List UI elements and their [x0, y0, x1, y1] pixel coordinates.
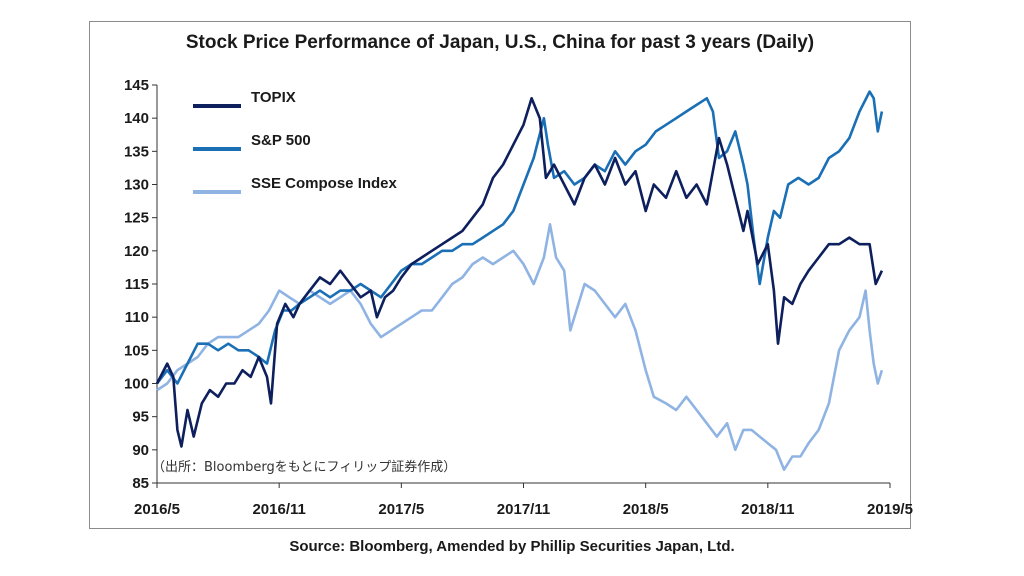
x-tick-label: 2016/5: [134, 501, 180, 518]
y-tick-label: 100: [124, 376, 149, 393]
y-tick-label: 120: [124, 243, 149, 260]
source-note-jp: （出所：Bloombergをもとにフィリップ証券作成）: [152, 459, 456, 475]
x-tick-label: 2017/11: [497, 501, 550, 518]
x-tick-label: 2019/5: [867, 501, 913, 518]
x-tick-label: 2016/11: [252, 501, 305, 518]
x-tick-label: 2018/11: [741, 501, 794, 518]
x-tick-label: 2017/5: [378, 501, 424, 518]
legend-label: S&P 500: [251, 132, 311, 149]
y-tick-label: 85: [132, 475, 149, 492]
legend-label: TOPIX: [251, 89, 296, 106]
legend-label: SSE Compose Index: [251, 175, 398, 192]
x-tick-label: 2018/5: [623, 501, 669, 518]
y-tick-label: 140: [124, 110, 149, 127]
series-lines: [155, 90, 884, 472]
series-line-s-p-500: [155, 90, 884, 385]
y-tick-label: 110: [125, 309, 149, 326]
y-tick-label: 135: [124, 143, 149, 160]
y-tick-label: 130: [124, 177, 149, 194]
series-line-topix: [155, 97, 884, 448]
legend: TOPIX S&P 500 SSE Compose Index: [193, 89, 398, 194]
y-tick-label: 95: [132, 409, 149, 426]
y-tick-label: 115: [125, 276, 149, 293]
y-tick-label: 90: [132, 442, 149, 459]
series-line-sse-compose-index: [156, 223, 884, 472]
source-caption: Source: Bloomberg, Amended by Phillip Se…: [289, 538, 735, 555]
y-tick-label: 125: [124, 210, 149, 227]
y-tick-label: 105: [124, 342, 149, 359]
y-ticks: 85 90 95 100 105 110 115 120 125 130 135 140 145: [124, 77, 157, 492]
x-ticks: 2016/5 2016/11 2017/5 2017/11 2018/5 2018/11 2…: [134, 483, 913, 518]
chart-title: Stock Price Performance of Japan, U.S., …: [185, 32, 815, 53]
y-tick-label: 145: [124, 77, 149, 94]
